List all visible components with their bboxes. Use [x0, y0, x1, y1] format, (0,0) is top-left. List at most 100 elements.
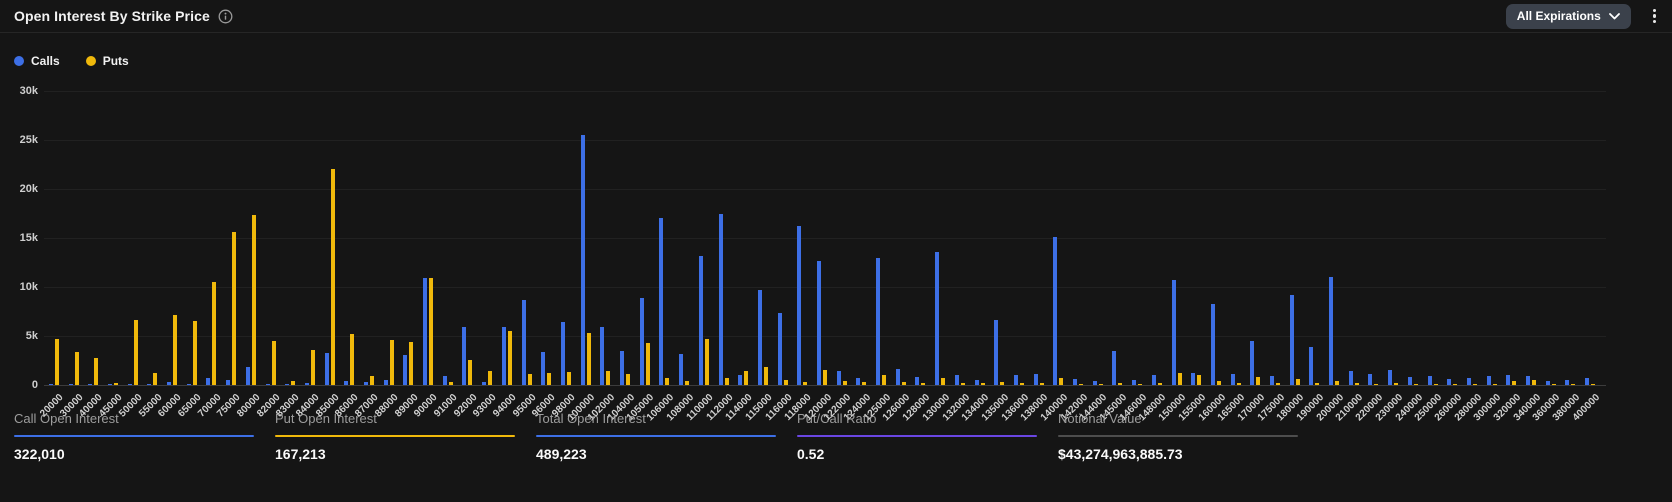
- put-bar-132000[interactable]: [960, 383, 965, 385]
- put-bar-120000[interactable]: [823, 370, 827, 385]
- put-bar-100000[interactable]: [586, 333, 591, 385]
- put-bar-200000[interactable]: [1335, 381, 1340, 385]
- call-bar-102000[interactable]: [600, 327, 605, 385]
- call-bar-360000[interactable]: [1545, 381, 1550, 385]
- call-bar-83000[interactable]: [285, 383, 290, 385]
- call-bar-84000[interactable]: [304, 382, 309, 385]
- call-bar-104000[interactable]: [620, 350, 625, 385]
- put-bar-122000[interactable]: [842, 381, 847, 385]
- put-bar-136000[interactable]: [1019, 383, 1024, 385]
- put-bar-400000[interactable]: [1591, 383, 1596, 385]
- put-bar-140000[interactable]: [1059, 378, 1064, 385]
- put-bar-134000[interactable]: [980, 383, 985, 385]
- put-bar-75000[interactable]: [232, 232, 237, 385]
- put-bar-86000[interactable]: [350, 334, 355, 385]
- put-bar-128000[interactable]: [921, 383, 926, 385]
- put-bar-300000[interactable]: [1492, 383, 1497, 385]
- call-bar-85000[interactable]: [324, 352, 329, 385]
- put-bar-230000[interactable]: [1394, 383, 1399, 385]
- put-bar-124000[interactable]: [862, 382, 867, 385]
- put-bar-130000[interactable]: [941, 378, 946, 385]
- put-bar-40000[interactable]: [94, 357, 99, 385]
- call-bar-124000[interactable]: [856, 378, 861, 385]
- legend-item-puts[interactable]: Puts: [85, 54, 129, 68]
- call-bar-50000[interactable]: [127, 383, 132, 385]
- put-bar-145000[interactable]: [1118, 383, 1123, 385]
- call-bar-160000[interactable]: [1210, 303, 1215, 385]
- call-bar-320000[interactable]: [1506, 375, 1511, 385]
- call-bar-60000[interactable]: [167, 381, 172, 385]
- call-bar-110000[interactable]: [698, 255, 703, 385]
- call-bar-250000[interactable]: [1427, 376, 1432, 385]
- put-bar-88000[interactable]: [389, 339, 394, 385]
- call-bar-122000[interactable]: [836, 371, 841, 385]
- more-options-button[interactable]: [1651, 7, 1658, 26]
- put-bar-320000[interactable]: [1512, 381, 1517, 385]
- put-bar-190000[interactable]: [1315, 383, 1320, 385]
- put-bar-280000[interactable]: [1472, 383, 1477, 385]
- call-bar-20000[interactable]: [48, 383, 53, 385]
- call-bar-126000[interactable]: [895, 369, 900, 385]
- call-bar-240000[interactable]: [1407, 377, 1412, 385]
- put-bar-82000[interactable]: [271, 340, 276, 385]
- call-bar-300000[interactable]: [1486, 376, 1491, 385]
- put-bar-155000[interactable]: [1197, 375, 1202, 385]
- put-bar-96000[interactable]: [547, 373, 552, 385]
- call-bar-108000[interactable]: [679, 353, 684, 385]
- put-bar-92000[interactable]: [468, 359, 473, 385]
- call-bar-116000[interactable]: [777, 313, 782, 385]
- call-bar-220000[interactable]: [1368, 374, 1373, 385]
- call-bar-380000[interactable]: [1565, 380, 1570, 385]
- call-bar-125000[interactable]: [876, 257, 881, 385]
- call-bar-70000[interactable]: [206, 377, 211, 385]
- put-bar-30000[interactable]: [74, 351, 79, 385]
- call-bar-150000[interactable]: [1171, 280, 1176, 385]
- call-bar-134000[interactable]: [974, 380, 979, 385]
- put-bar-126000[interactable]: [901, 382, 906, 385]
- put-bar-85000[interactable]: [330, 169, 335, 385]
- call-bar-65000[interactable]: [186, 383, 191, 385]
- call-bar-112000[interactable]: [718, 214, 723, 385]
- put-bar-260000[interactable]: [1453, 383, 1458, 385]
- put-bar-106000[interactable]: [665, 378, 670, 385]
- put-bar-125000[interactable]: [882, 375, 887, 385]
- call-bar-98000[interactable]: [560, 322, 565, 385]
- put-bar-87000[interactable]: [369, 376, 374, 385]
- call-bar-30000[interactable]: [68, 383, 73, 385]
- call-bar-260000[interactable]: [1447, 379, 1452, 385]
- call-bar-120000[interactable]: [817, 260, 821, 385]
- call-bar-40000[interactable]: [88, 383, 93, 385]
- call-bar-136000[interactable]: [1013, 375, 1018, 385]
- call-bar-45000[interactable]: [107, 383, 112, 385]
- call-bar-170000[interactable]: [1250, 340, 1255, 385]
- put-bar-105000[interactable]: [645, 342, 650, 385]
- put-bar-91000[interactable]: [448, 382, 453, 385]
- put-bar-380000[interactable]: [1571, 383, 1576, 385]
- call-bar-200000[interactable]: [1329, 277, 1334, 385]
- call-bar-190000[interactable]: [1309, 346, 1314, 385]
- put-bar-84000[interactable]: [310, 349, 315, 385]
- put-bar-45000[interactable]: [113, 382, 118, 385]
- call-bar-210000[interactable]: [1348, 371, 1353, 385]
- put-bar-50000[interactable]: [133, 320, 138, 385]
- put-bar-118000[interactable]: [803, 382, 808, 385]
- call-bar-91000[interactable]: [442, 376, 447, 385]
- call-bar-82000[interactable]: [265, 383, 270, 385]
- call-bar-95000[interactable]: [521, 299, 526, 385]
- put-bar-150000[interactable]: [1177, 373, 1182, 385]
- call-bar-55000[interactable]: [147, 383, 152, 385]
- put-bar-98000[interactable]: [566, 372, 571, 385]
- put-bar-116000[interactable]: [783, 380, 788, 385]
- call-bar-118000[interactable]: [797, 226, 802, 385]
- call-bar-280000[interactable]: [1466, 378, 1471, 385]
- call-bar-180000[interactable]: [1289, 294, 1294, 385]
- call-bar-135000[interactable]: [994, 320, 999, 385]
- put-bar-94000[interactable]: [507, 331, 512, 385]
- call-bar-92000[interactable]: [462, 327, 467, 385]
- call-bar-140000[interactable]: [1053, 237, 1058, 385]
- call-bar-144000[interactable]: [1092, 381, 1097, 385]
- call-bar-132000[interactable]: [954, 375, 959, 385]
- call-bar-145000[interactable]: [1112, 350, 1117, 385]
- call-bar-75000[interactable]: [226, 379, 231, 385]
- call-bar-86000[interactable]: [344, 380, 349, 385]
